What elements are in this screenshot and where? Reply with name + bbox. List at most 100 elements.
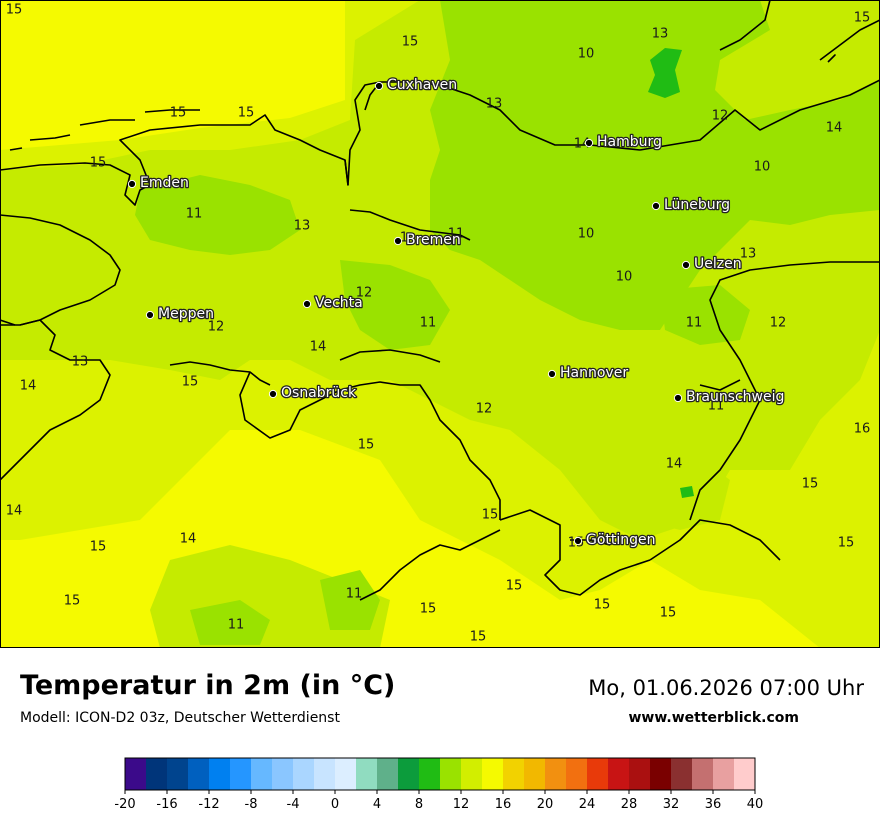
colorbar-swatch — [587, 758, 609, 790]
city-hannover[interactable]: Hannover — [547, 364, 630, 382]
temp-zone-10 — [430, 0, 880, 330]
temp-label: 12 — [712, 109, 729, 124]
city-lueneburg[interactable]: Lüneburg — [651, 196, 731, 214]
colorbar-swatch — [692, 758, 714, 790]
colorbar-tick-label: 40 — [747, 797, 764, 812]
colorbar-swatch — [545, 758, 567, 790]
temp-label: 15 — [402, 35, 419, 50]
temp-label: 11 — [346, 587, 363, 602]
colorbar-tick-label: 32 — [663, 797, 680, 812]
colorbar-swatch — [440, 758, 462, 790]
colorbar-swatch — [461, 758, 483, 790]
colorbar-tick-label: 20 — [537, 797, 554, 812]
colorbar-swatch — [608, 758, 630, 790]
temp-label: 15 — [90, 540, 107, 555]
colorbar-swatch — [377, 758, 399, 790]
colorbar-swatches — [124, 757, 756, 791]
city-dot — [374, 81, 384, 91]
colorbar-tick-label: 8 — [415, 797, 423, 812]
colorbar-swatch — [335, 758, 357, 790]
temp-label: 14 — [666, 457, 683, 472]
temp-zone-11-sw — [190, 600, 270, 645]
city-dot — [127, 179, 137, 189]
colorbar-swatch — [125, 758, 147, 790]
city-label: Vechta — [315, 295, 363, 311]
temp-zone-11-west — [135, 175, 300, 255]
city-label: Osnabrück — [281, 385, 357, 401]
colorbar-tick-label: 12 — [453, 797, 470, 812]
city-cuxhaven[interactable]: Cuxhaven — [374, 76, 458, 94]
temp-zone-11-mid — [340, 260, 450, 350]
temp-label: 15 — [594, 598, 611, 613]
city-braunschweig[interactable]: Braunschweig — [673, 388, 786, 406]
city-dot — [302, 299, 312, 309]
city-bremen[interactable]: Bremen — [393, 231, 462, 249]
colorbar-swatch — [566, 758, 588, 790]
temp-label: 15 — [358, 438, 375, 453]
city-hamburg[interactable]: Hamburg — [584, 133, 663, 151]
city-osnabrueck[interactable]: Osnabrück — [268, 384, 358, 402]
temp-label: 10 — [578, 227, 595, 242]
temperature-map: 15 15 13 10 15 15 15 13 12 14 15 14 10 1… — [0, 0, 880, 648]
colorbar-tick-label: 16 — [495, 797, 512, 812]
colorbar-swatch — [272, 758, 294, 790]
temp-label: 15 — [182, 375, 199, 390]
temp-label: 13 — [294, 219, 311, 234]
colorbar-swatch — [482, 758, 504, 790]
colorbar-swatch — [734, 758, 756, 790]
temperature-colorbar: -20 -16 -12 -8 -4 0 4 8 12 16 20 24 28 32 36 40 — [114, 757, 763, 812]
temp-label: 13 — [652, 27, 669, 42]
temp-label: 14 — [180, 532, 197, 547]
temp-label: 15 — [90, 156, 107, 171]
colorbar-swatch — [398, 758, 420, 790]
colorbar-swatch — [251, 758, 273, 790]
temp-label: 15 — [238, 106, 255, 121]
temp-label: 15 — [420, 602, 437, 617]
city-meppen[interactable]: Meppen — [145, 305, 215, 323]
colorbar-swatch — [167, 758, 189, 790]
city-vechta[interactable]: Vechta — [302, 294, 364, 312]
colorbar-tick-label: -20 — [114, 797, 135, 812]
city-dot — [651, 201, 661, 211]
temp-label: 15 — [506, 579, 523, 594]
city-dot — [584, 138, 594, 148]
temp-label: 15 — [482, 508, 499, 523]
city-uelzen[interactable]: Uelzen — [681, 255, 743, 273]
temp-label: 14 — [826, 121, 843, 136]
temp-label: 10 — [578, 47, 595, 62]
temp-label: 10 — [616, 270, 633, 285]
temp-label: 15 — [838, 536, 855, 551]
temp-label: 10 — [754, 160, 771, 175]
temp-label: 15 — [802, 477, 819, 492]
colorbar-swatch — [230, 758, 252, 790]
city-label: Hamburg — [597, 134, 662, 150]
city-label: Uelzen — [694, 256, 742, 272]
map-footer: Temperatur in 2m (in °C) Modell: ICON-D2… — [0, 648, 880, 830]
temp-label: 13 — [72, 355, 89, 370]
colorbar-border — [124, 757, 756, 791]
model-info: Modell: ICON-D2 03z, Deutscher Wetterdie… — [20, 710, 340, 726]
temp-label: 11 — [228, 618, 245, 633]
city-emden[interactable]: Emden — [127, 174, 190, 192]
coastline-and-borders — [0, 0, 880, 601]
colorbar-tick-label: 24 — [579, 797, 596, 812]
temp-label: 12 — [476, 402, 493, 417]
city-label: Cuxhaven — [387, 77, 457, 93]
city-label: Emden — [140, 175, 189, 191]
city-dot — [145, 310, 155, 320]
colorbar-tick-label: 28 — [621, 797, 638, 812]
colorbar-ticks: -20 -16 -12 -8 -4 0 4 8 12 16 20 24 28 32 36 40 — [114, 790, 763, 812]
temp-label: 14 — [20, 379, 37, 394]
city-dot — [547, 369, 557, 379]
temp-label: 12 — [208, 320, 225, 335]
city-dot — [673, 393, 683, 403]
colorbar-swatch — [209, 758, 231, 790]
temperature-labels: 15 15 13 10 15 15 15 13 12 14 15 14 10 1… — [6, 3, 871, 645]
temp-zone-11-east — [660, 285, 750, 345]
city-label: Göttingen — [586, 532, 656, 548]
city-label: Meppen — [158, 306, 214, 322]
temp-label: 15 — [170, 106, 187, 121]
website-link[interactable]: www.wetterblick.com — [628, 710, 800, 726]
city-goettingen[interactable]: Göttingen — [573, 531, 657, 549]
forecast-datetime: Mo, 01.06.2026 07:00 Uhr — [588, 676, 864, 700]
